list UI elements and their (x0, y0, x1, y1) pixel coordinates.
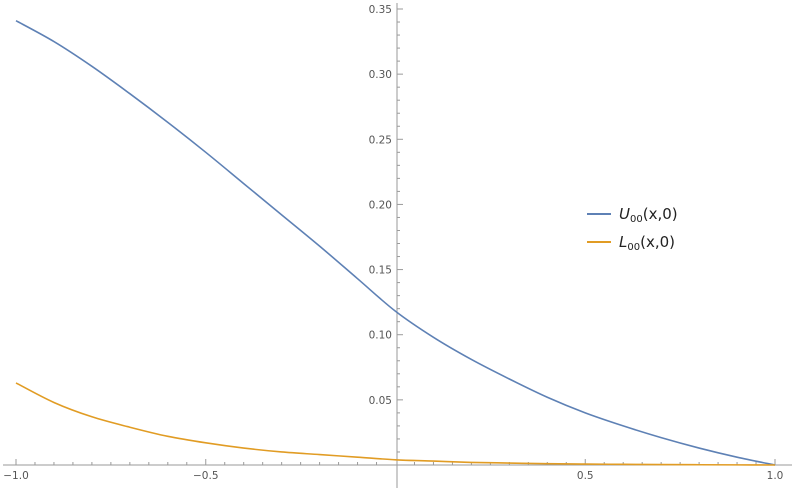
x-tick-label: 1.0 (767, 470, 784, 482)
x-tick-label: −0.5 (193, 470, 219, 482)
series-lines (15, 20, 776, 466)
legend-item: L00(x,0) (587, 233, 675, 253)
legend-item: U00(x,0) (587, 205, 678, 225)
y-tick-label: 0.05 (369, 395, 392, 407)
y-tick-label: 0.30 (369, 69, 392, 81)
legend-label: L00(x,0) (619, 233, 675, 253)
y-tick-label: 0.25 (369, 134, 392, 146)
y-tick-label: 0.20 (369, 199, 392, 211)
y-tick-label: 0.35 (369, 4, 392, 16)
x-tick-label: 0.5 (577, 470, 594, 482)
legend: U00(x,0) L00(x,0) (587, 205, 678, 253)
y-tick-label: 0.15 (369, 265, 392, 277)
series-line-u00 (15, 20, 776, 466)
x-tick-label: −1.0 (3, 470, 29, 482)
y-tick-label: 0.10 (369, 330, 392, 342)
series-line-l00 (15, 382, 776, 466)
legend-label: U00(x,0) (619, 205, 678, 225)
